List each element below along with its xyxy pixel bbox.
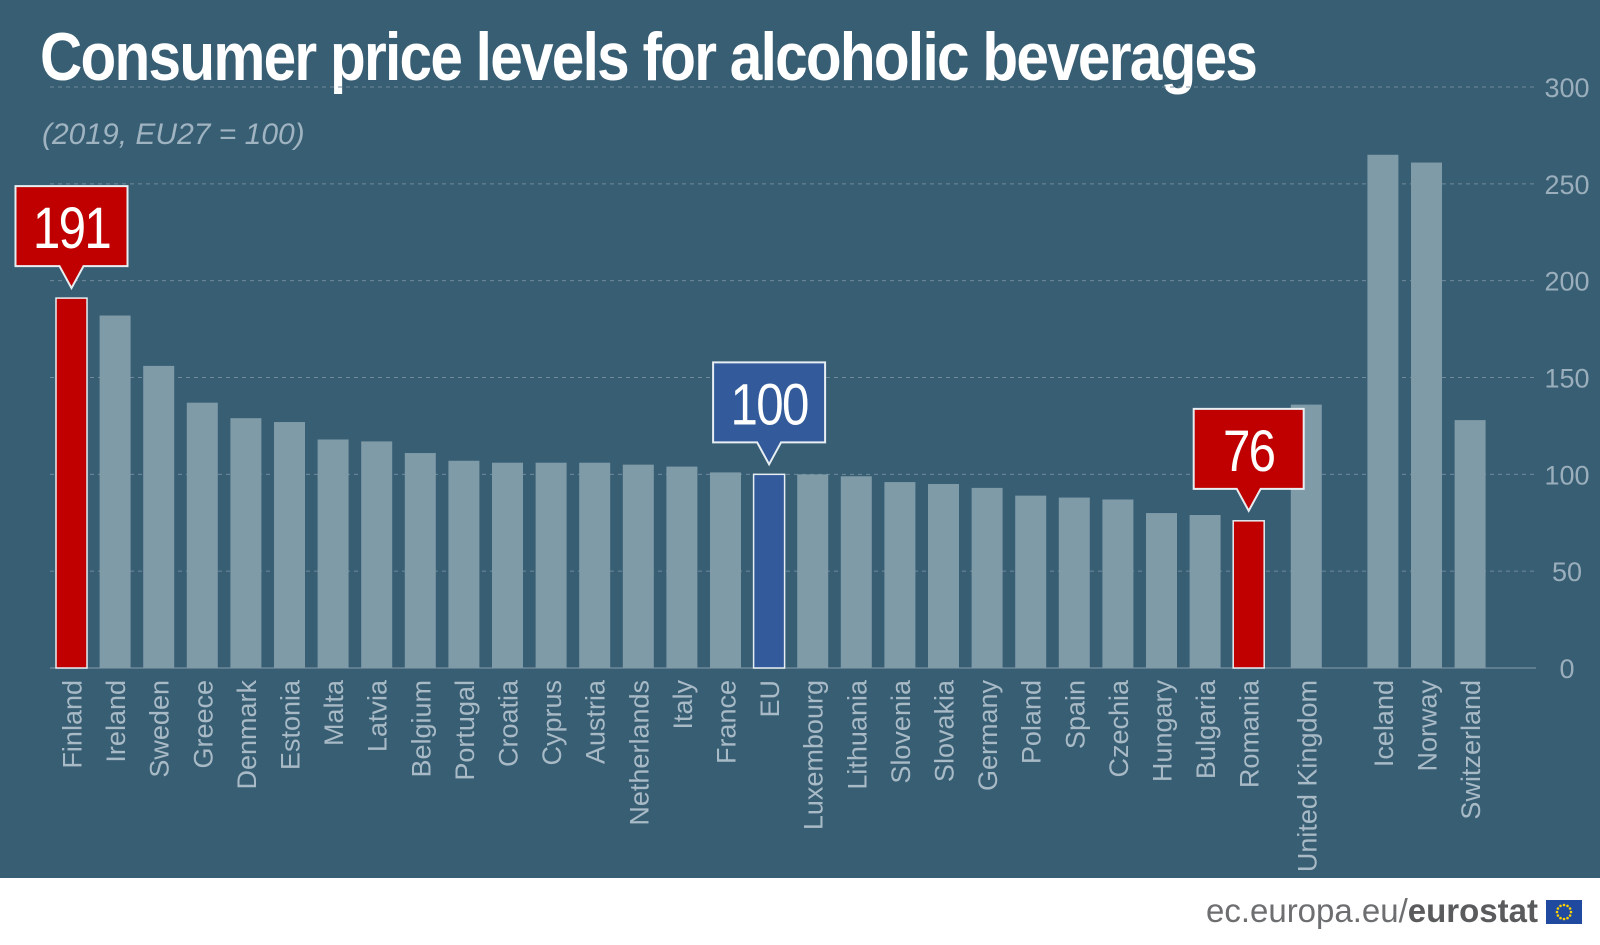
y-tick-label: 100 [1544, 460, 1589, 490]
category-label: Sweden [145, 680, 175, 778]
category-label: Belgium [406, 680, 436, 778]
bar-spain [1058, 497, 1090, 668]
y-axis-ticks: 0 50 100 150 200 250 300 [1544, 73, 1589, 684]
bar-croatia [492, 462, 523, 668]
bar-italy [666, 466, 698, 668]
category-label: Poland [1017, 680, 1047, 764]
category-label: Hungary [1148, 680, 1178, 783]
chart-panel: Consumer price levels for alcoholic beve… [0, 0, 1600, 878]
callout-box [1192, 407, 1305, 513]
category-label: Austria [581, 679, 611, 764]
callout-finland: 191 [14, 185, 129, 291]
y-tick-label: 0 [1559, 654, 1574, 684]
bar-norway [1411, 162, 1442, 668]
bar-germany [971, 487, 1003, 668]
category-label: Luxembourg [799, 680, 829, 830]
callout-box [14, 185, 129, 291]
source-brand: eurostat [1407, 892, 1538, 929]
category-label: Switzerland [1456, 680, 1486, 820]
category-label: Romania [1235, 679, 1265, 788]
bar-poland [1015, 495, 1047, 668]
bar-eu [752, 473, 786, 669]
callout-value: 100 [731, 373, 808, 438]
category-label: Finland [58, 680, 88, 769]
callout-box [712, 361, 827, 467]
bar-malta [317, 439, 349, 668]
bar-france [710, 472, 741, 668]
category-label: EU [755, 680, 785, 718]
bar-czechia [1102, 499, 1134, 668]
bar-bulgaria [1189, 515, 1221, 668]
bar-cyprus [535, 462, 567, 668]
y-tick-label: 300 [1544, 73, 1589, 103]
bars [55, 154, 1486, 669]
category-labels: Finland Ireland Sweden Greece Denmark Estonia… [58, 679, 1487, 872]
bar-iceland [1367, 154, 1399, 669]
category-label: France [712, 680, 742, 764]
y-tick-label: 50 [1552, 557, 1582, 587]
bar-slovakia [928, 484, 959, 668]
bar-slovenia [884, 482, 916, 668]
source-prefix: ec.europa.eu/ [1205, 892, 1408, 929]
category-label: Bulgaria [1191, 679, 1221, 779]
category-label: Spain [1060, 680, 1090, 749]
bar-austria [579, 462, 611, 668]
category-label: Cyprus [537, 680, 567, 766]
y-tick-label: 150 [1544, 364, 1589, 394]
y-tick-label: 250 [1544, 170, 1589, 200]
bar-chart: 0 50 100 150 200 250 300 Finland Ireland Sweden G… [14, 73, 1590, 872]
y-tick-label: 200 [1544, 267, 1589, 297]
bar-luxembourg [797, 474, 829, 668]
callout-eu: 100 [712, 361, 827, 467]
chart-title: Consumer price levels for alcoholic beve… [40, 19, 1258, 95]
callouts: 191 100 76 [14, 185, 1305, 513]
category-label: Iceland [1369, 680, 1399, 767]
category-label: Ireland [101, 680, 131, 763]
category-label: Czechia [1104, 679, 1134, 778]
bar-hungary [1146, 513, 1177, 668]
callout-value: 191 [33, 196, 110, 261]
chart-subtitle: (2019, EU27 = 100) [42, 118, 305, 151]
bar-sweden [143, 365, 175, 668]
bar-portugal [448, 460, 480, 668]
bar-belgium [404, 453, 436, 668]
category-label: Greece [188, 680, 218, 769]
bar-denmark [230, 418, 262, 668]
category-label: Denmark [232, 680, 262, 790]
category-label: Lithuania [842, 679, 872, 790]
bar-greece [186, 402, 218, 668]
category-label: Italy [668, 680, 698, 730]
category-label: Portugal [450, 680, 480, 781]
category-label: Norway [1413, 680, 1443, 772]
callout-romania: 76 [1192, 407, 1305, 513]
category-label: Netherlands [624, 680, 654, 826]
eu-flag-icon [1546, 900, 1582, 924]
footer: ec.europa.eu/eurostat [0, 878, 1600, 945]
category-label: Croatia [494, 679, 524, 767]
category-label: Slovakia [930, 679, 960, 782]
category-label: Estonia [276, 679, 306, 770]
callout-value: 76 [1223, 419, 1274, 484]
bar-lithuania [840, 476, 872, 668]
bar-finland [55, 297, 88, 669]
bar-netherlands [622, 464, 654, 668]
bar-latvia [361, 441, 393, 668]
category-label: Germany [973, 680, 1003, 792]
category-label: Malta [319, 679, 349, 746]
bar-estonia [274, 422, 305, 668]
category-label: United Kingdom [1292, 680, 1322, 872]
bar-switzerland [1454, 420, 1486, 668]
category-label: Latvia [363, 679, 393, 752]
bar-ireland [99, 315, 131, 668]
source-link[interactable]: ec.europa.eu/eurostat [1206, 892, 1538, 930]
category-label: Slovenia [886, 679, 916, 784]
bar-romania [1232, 520, 1265, 669]
